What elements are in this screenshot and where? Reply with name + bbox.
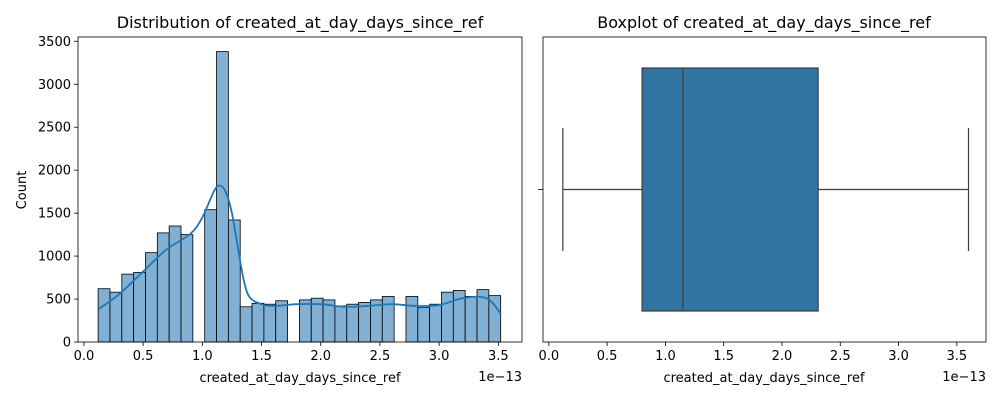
histogram-bar — [441, 291, 454, 343]
histogram-bar — [180, 234, 194, 343]
histogram-y-tick-label: 3000 — [38, 78, 71, 93]
boxplot-title: Boxplot of created_at_day_days_since_ref — [597, 13, 931, 33]
boxplot — [562, 67, 970, 312]
histogram-x-ticks: 0.0 0.5 1.0 1.5 2.0 2.5 3.0 3.5 — [74, 342, 509, 364]
histogram-y-tick-label: 2500 — [38, 121, 71, 136]
boxplot-x-tick-label: 1.0 — [655, 349, 676, 364]
boxplot-x-scale-label: 1e−13 — [942, 370, 986, 385]
histogram-y-ticks: 0 500 1000 1500 2000 2500 3000 3500 — [38, 35, 78, 351]
histogram-bar — [121, 273, 135, 343]
histogram-y-tick-label: 0 — [63, 336, 71, 351]
histogram-y-tick-label: 1000 — [38, 250, 71, 265]
histogram-y-tick-label: 1500 — [38, 207, 71, 222]
histogram-bar — [429, 303, 442, 343]
histogram-bars — [97, 51, 502, 343]
histogram-bar — [358, 302, 371, 343]
boxplot-x-tick-label: 2.0 — [772, 349, 793, 364]
boxplot-x-tick-label: 0.0 — [538, 349, 559, 364]
histogram-x-scale-label: 1e−13 — [478, 370, 522, 385]
histogram-y-tick-label: 2000 — [38, 164, 71, 179]
histogram-bar — [216, 51, 229, 343]
histogram-bar — [239, 306, 253, 343]
histogram-bar — [381, 296, 395, 343]
histogram-y-tick-label: 3500 — [38, 35, 71, 50]
histogram-bar — [334, 305, 348, 343]
histogram-panel: Distribution of created_at_day_days_sinc… — [15, 13, 523, 386]
histogram-bar — [346, 303, 360, 343]
histogram-bar — [263, 303, 277, 343]
boxplot-x-tick-label: 3.5 — [947, 349, 968, 364]
histogram-x-tick-label: 2.5 — [370, 349, 391, 364]
histogram-bar — [299, 299, 312, 343]
boxplot-x-axis-label: created_at_day_days_since_ref — [663, 371, 865, 386]
histogram-bar — [251, 302, 265, 343]
histogram-bar — [204, 209, 217, 343]
histogram-title: Distribution of created_at_day_days_sinc… — [117, 13, 484, 33]
boxplot-x-tick-label: 3.0 — [888, 349, 909, 364]
histogram-plot-frame — [77, 36, 523, 343]
histogram-y-tick-label: 500 — [46, 293, 71, 308]
histogram-x-tick-label: 0.5 — [133, 349, 154, 364]
boxplot-x-ticks: 0.0 0.5 1.0 1.5 2.0 2.5 3.0 3.5 — [538, 342, 967, 364]
histogram-bar — [417, 307, 431, 343]
histogram-bar — [488, 295, 502, 343]
histogram-x-tick-label: 1.0 — [192, 349, 213, 364]
histogram-bar — [405, 296, 419, 343]
histogram-x-axis-label: created_at_day_days_since_ref — [199, 371, 401, 386]
histogram-bar — [275, 300, 288, 343]
kde-curve — [97, 184, 502, 315]
histogram-bar — [227, 219, 241, 343]
boxplot-x-tick-label: 1.5 — [713, 349, 734, 364]
histogram-x-tick-label: 1.5 — [251, 349, 272, 364]
histogram-bar — [145, 252, 158, 343]
histogram-bar — [133, 272, 146, 343]
histogram-x-tick-label: 3.5 — [488, 349, 509, 364]
histogram-bar — [97, 288, 111, 343]
boxplot-panel: Boxplot of created_at_day_days_since_ref… — [538, 13, 987, 386]
histogram-x-tick-label: 2.0 — [310, 349, 331, 364]
histogram-x-tick-label: 3.0 — [429, 349, 450, 364]
histogram-x-tick-label: 0.0 — [74, 349, 95, 364]
boxplot-x-tick-label: 2.5 — [830, 349, 851, 364]
histogram-y-axis-label: Count — [15, 171, 30, 210]
boxplot-box — [641, 67, 819, 312]
histogram-bar — [464, 296, 478, 343]
boxplot-x-tick-label: 0.5 — [597, 349, 618, 364]
